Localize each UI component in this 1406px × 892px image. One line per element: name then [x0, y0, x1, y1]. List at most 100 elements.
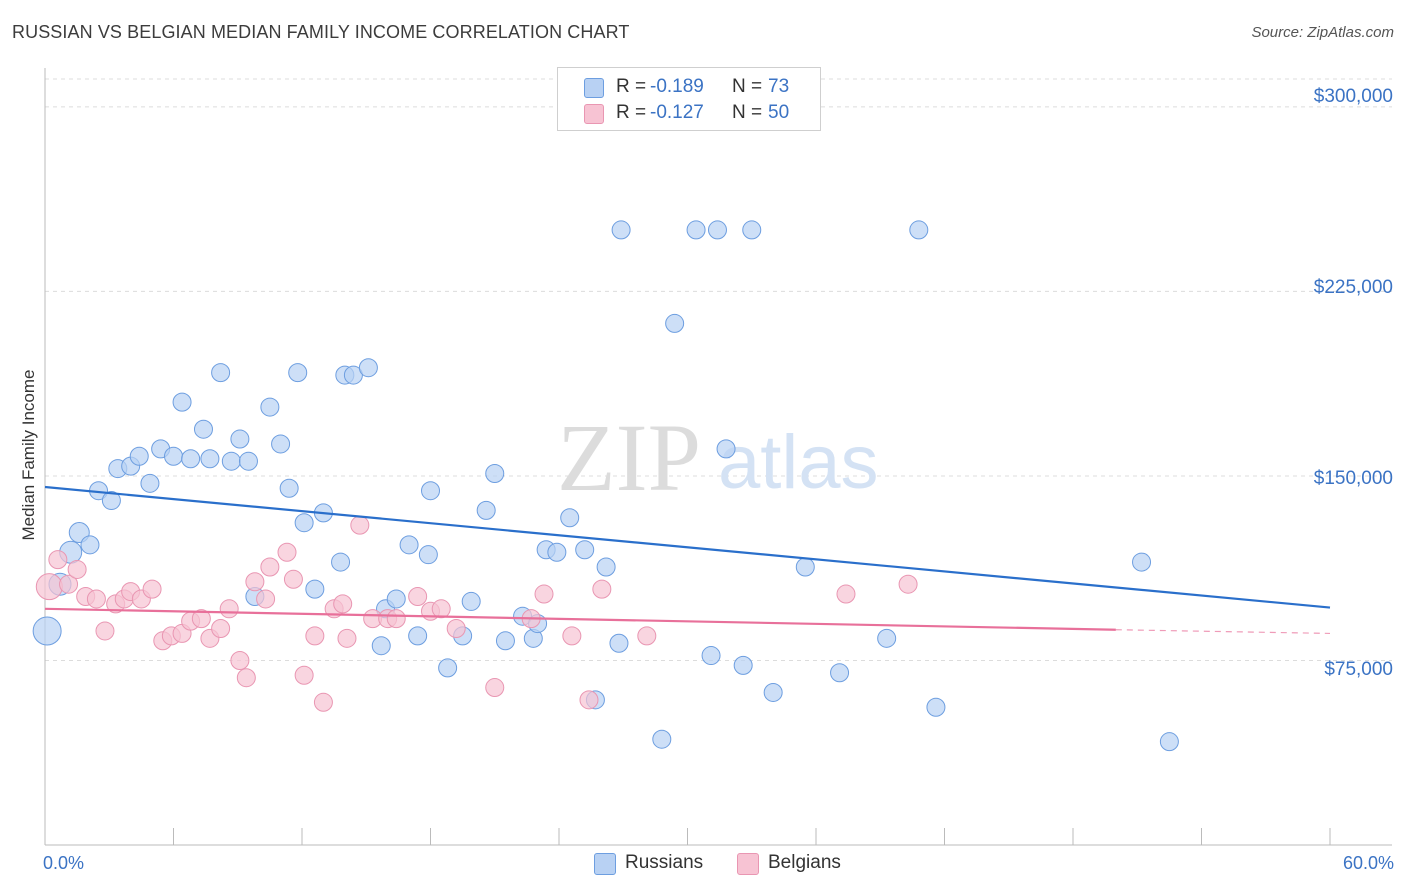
- russian-point-67: [830, 663, 850, 683]
- belgian-point-26: [283, 569, 303, 589]
- russian-point-19: [230, 429, 250, 449]
- n-value: 50: [768, 102, 790, 123]
- russian-point-63: [733, 655, 753, 675]
- x-tick-label-max: 60.0%: [1342, 853, 1394, 873]
- russian-point-44: [485, 463, 505, 483]
- russians-swatch: [584, 78, 604, 98]
- belgian-point-45: [579, 690, 599, 710]
- russian-point-56: [611, 220, 631, 240]
- belgian-point-28: [305, 626, 325, 646]
- russians-legend-swatch: [594, 853, 616, 875]
- russian-point-71: [1132, 552, 1152, 572]
- source-label: Source: ZipAtlas.com: [1251, 24, 1394, 41]
- russian-point-66: [795, 557, 815, 577]
- belgian-point-41: [485, 678, 505, 698]
- russian-point-13: [172, 392, 192, 412]
- russian-point-62: [716, 439, 736, 459]
- y-tick-label-75000: $75,000: [1324, 659, 1393, 680]
- russian-point-54: [596, 557, 616, 577]
- watermark: ZIP atlas: [557, 404, 879, 511]
- y-axis-label: Median Family Income: [19, 369, 38, 541]
- belgian-point-20: [230, 650, 250, 670]
- x-tick-label-min: 0.0%: [43, 853, 85, 873]
- russian-point-12: [164, 446, 183, 466]
- belgian-point-3: [67, 559, 87, 579]
- belgian-point-40: [446, 618, 466, 638]
- belgian-point-31: [333, 594, 353, 614]
- russian-point-23: [271, 434, 291, 454]
- russian-point-37: [408, 626, 428, 646]
- russian-point-64: [742, 220, 762, 240]
- russian-point-26: [294, 513, 314, 533]
- belgian-point-25: [277, 542, 297, 562]
- russian-point-50: [547, 542, 567, 562]
- russian-point-38: [418, 545, 438, 565]
- belgian-point-37: [408, 587, 428, 607]
- belgian-point-5: [86, 589, 106, 609]
- stats-legend: R = -0.189 N = 73 R = -0.127 N = 50: [557, 67, 821, 131]
- russian-point-39: [421, 481, 440, 501]
- russian-point-72: [1159, 732, 1179, 752]
- russian-point-55: [609, 633, 629, 653]
- belgian-point-6: [95, 621, 115, 641]
- russian-point-16: [200, 449, 220, 469]
- y-tick-label-150000: $150,000: [1313, 468, 1393, 489]
- trend-lines: [44, 485, 1331, 635]
- n-label: N =: [732, 102, 763, 123]
- russian-point-52: [575, 540, 595, 560]
- russian-point-20: [238, 451, 258, 471]
- russian-point-68: [877, 628, 897, 648]
- russian-point-35: [386, 589, 406, 609]
- y-tick-label-300000: $300,000: [1313, 86, 1393, 107]
- russian-point-18: [221, 451, 241, 471]
- belgian-point-11: [142, 579, 162, 599]
- russian-point-25: [288, 363, 308, 383]
- russian-point-15: [193, 419, 213, 439]
- russian-point-43: [476, 500, 496, 520]
- russian-point-59: [686, 220, 706, 240]
- russian-point-27: [305, 579, 325, 599]
- belgian-point-29: [313, 692, 333, 712]
- russian-point-60: [701, 646, 721, 666]
- belgian-point-1: [48, 550, 68, 570]
- belgian-point-47: [637, 626, 657, 646]
- belgian-point-32: [337, 628, 357, 648]
- russian-point-40: [438, 658, 458, 678]
- russian-point-51: [560, 508, 580, 528]
- n-label: N =: [732, 76, 763, 97]
- watermark-atlas: atlas: [718, 420, 879, 505]
- belgian-point-23: [256, 589, 276, 609]
- r-label: R =: [616, 76, 647, 97]
- belgian-point-39: [431, 599, 451, 619]
- belgians-trend-line: [44, 607, 1116, 631]
- russian-point-24: [279, 478, 299, 498]
- belgian-point-46: [592, 579, 612, 599]
- russian-point-57: [652, 729, 672, 749]
- russian-point-58: [665, 313, 685, 333]
- russian-point-29: [331, 552, 351, 572]
- russian-point-61: [707, 220, 727, 240]
- russian-point-36: [399, 535, 419, 555]
- russian-point-10: [140, 473, 160, 493]
- russian-point-69: [909, 220, 929, 240]
- r-value: -0.189: [650, 76, 704, 97]
- russian-point-70: [926, 697, 946, 717]
- belgian-point-24: [260, 557, 280, 577]
- belgians-trend-extension: [1115, 629, 1331, 635]
- russian-point-32: [358, 358, 378, 378]
- belgian-point-22: [245, 572, 265, 592]
- belgian-point-48: [836, 584, 856, 604]
- r-label: R =: [616, 102, 647, 123]
- belgian-point-44: [562, 626, 582, 646]
- belgian-point-18: [211, 618, 231, 638]
- y-tick-label-225000: $225,000: [1313, 277, 1393, 298]
- r-value: -0.127: [650, 102, 704, 123]
- russians-trend-line: [44, 485, 1331, 609]
- chart-title: RUSSIAN VS BELGIAN MEDIAN FAMILY INCOME …: [12, 22, 630, 42]
- belgian-point-43: [534, 584, 554, 604]
- russian-point-22: [260, 397, 280, 417]
- data-points: [32, 220, 1179, 752]
- belgian-point-0: [35, 573, 63, 601]
- russian-point-45: [495, 631, 515, 651]
